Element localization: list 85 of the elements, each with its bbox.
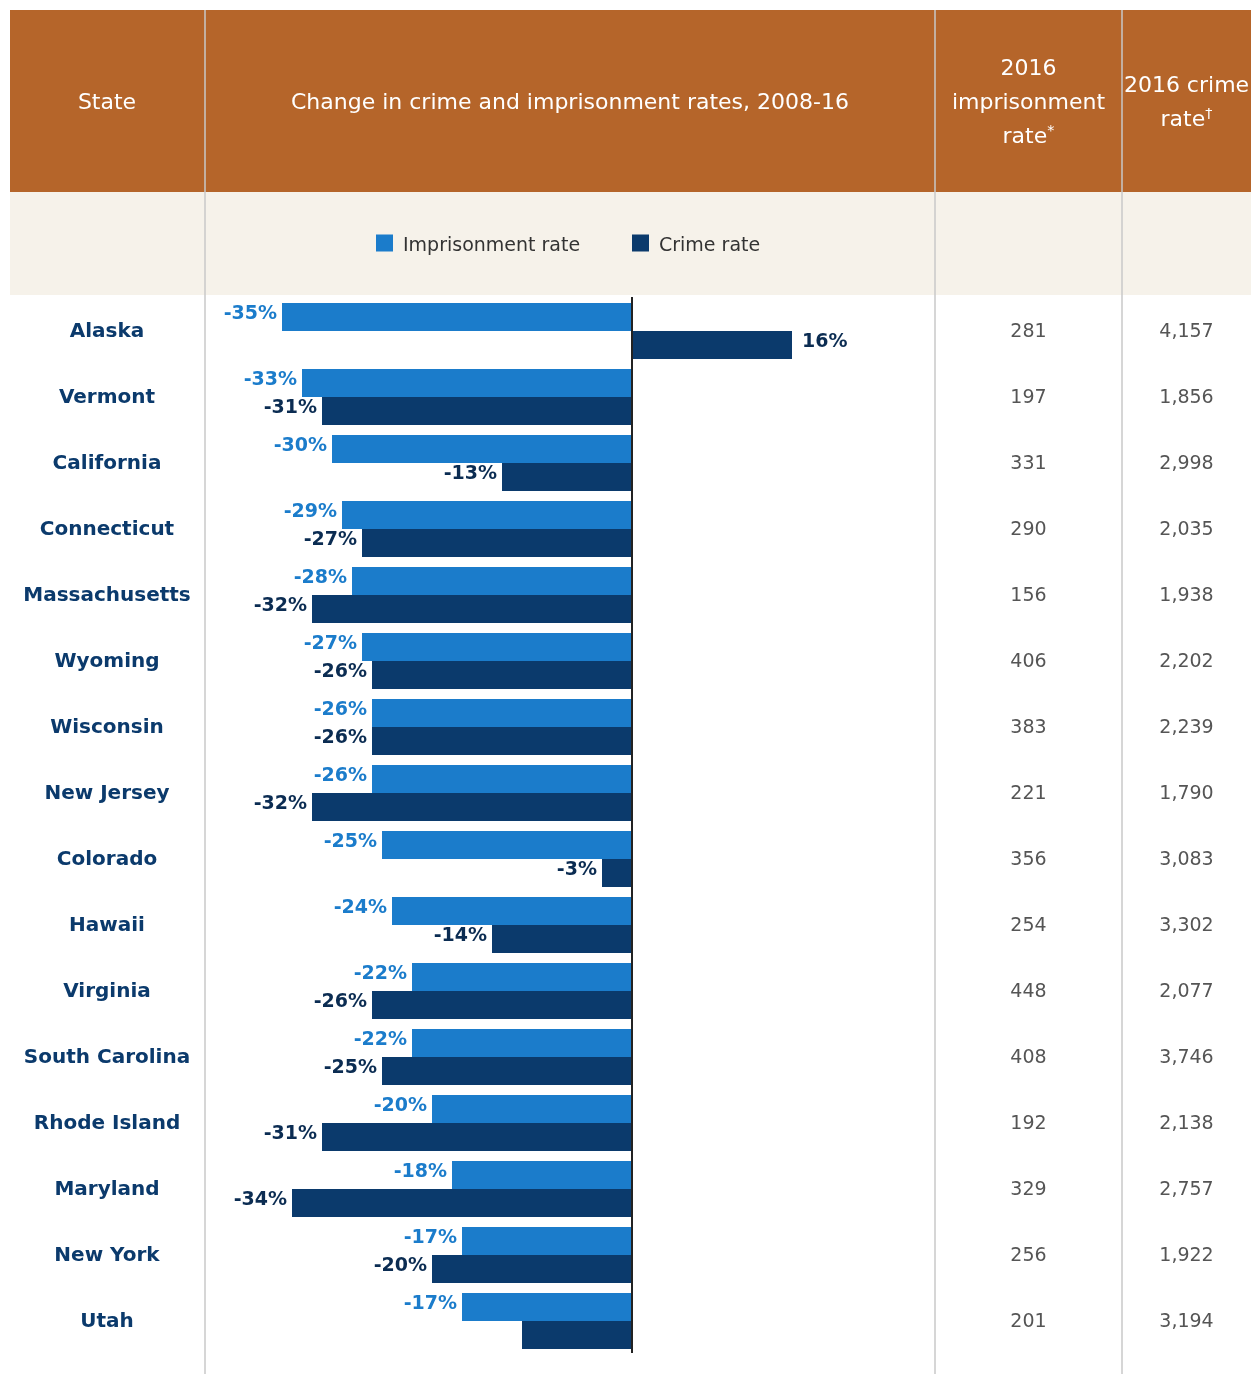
y-tick-label: Vermont: [58, 384, 156, 408]
y-axis-title: State: [77, 89, 137, 114]
data-label: -22%: [353, 961, 407, 983]
data-label: -35%: [223, 301, 277, 323]
data-label: -14%: [433, 923, 487, 945]
data-label: -3%: [556, 857, 597, 879]
data-label: -17%: [403, 1225, 457, 1247]
text: 406: [1010, 649, 1047, 671]
data-label: -27%: [303, 631, 357, 653]
text: 197: [1010, 385, 1047, 407]
y-tick-label: Wyoming: [54, 648, 160, 672]
legend-label: Crime rate: [659, 232, 761, 255]
y-tick-label: New Jersey: [44, 780, 170, 804]
text: 2,138: [1159, 1111, 1214, 1133]
text: 1,856: [1159, 385, 1214, 407]
y-tick-label: Maryland: [54, 1176, 160, 1200]
y-tick-label: Colorado: [56, 846, 158, 870]
text: 1,922: [1159, 1243, 1214, 1265]
text: 448: [1010, 979, 1047, 1001]
text: 2,757: [1159, 1177, 1214, 1199]
text: 201: [1010, 1309, 1047, 1331]
data-label: -26%: [313, 989, 367, 1011]
data-label: 16%: [802, 329, 848, 351]
y-tick-label: Virginia: [63, 978, 151, 1002]
data-label: -31%: [263, 1121, 317, 1143]
data-label: -32%: [253, 593, 307, 615]
text: 2,202: [1159, 649, 1214, 671]
y-tick-label: Connecticut: [39, 516, 175, 540]
text: 2,998: [1159, 451, 1214, 473]
y-tick-label: Massachusetts: [23, 582, 191, 606]
text: 2,035: [1159, 517, 1214, 539]
data-label: -17%: [403, 1291, 457, 1313]
text: 2016 crime rate$^{†}$: [1123, 72, 1250, 131]
text: 221: [1010, 781, 1047, 803]
data-label: -33%: [243, 367, 297, 389]
data-label: -24%: [333, 895, 387, 917]
data-label: -31%: [263, 395, 317, 417]
data-label: -20%: [373, 1093, 427, 1115]
text: 1,938: [1159, 583, 1214, 605]
data-label: -26%: [313, 697, 367, 719]
text: 192: [1010, 1111, 1047, 1133]
data-label: -22%: [353, 1027, 407, 1049]
y-tick-label: Rhode Island: [33, 1110, 181, 1134]
y-tick-label: South Carolina: [23, 1044, 191, 1068]
data-label: -20%: [373, 1253, 427, 1275]
text: 256: [1010, 1243, 1047, 1265]
text: 290: [1010, 517, 1047, 539]
text: 383: [1010, 715, 1047, 737]
legend-label: Imprisonment rate: [403, 232, 581, 255]
data-label: -28%: [293, 565, 347, 587]
text: 2,077: [1159, 979, 1214, 1001]
text: 329: [1010, 1177, 1047, 1199]
data-label: -25%: [323, 829, 377, 851]
text: 1,790: [1159, 781, 1214, 803]
text: 3,194: [1159, 1309, 1214, 1331]
y-tick-label: New York: [54, 1242, 161, 1266]
text: 281: [1010, 319, 1047, 341]
y-tick-label: Wisconsin: [50, 714, 164, 738]
text: 254: [1010, 913, 1047, 935]
data-label: -32%: [253, 791, 307, 813]
data-label: -18%: [393, 1159, 447, 1181]
data-label: -26%: [313, 763, 367, 785]
chart-title: Change in crime and imprisonment rates, 2008-16: [291, 89, 849, 114]
y-tick-label: Hawaii: [69, 912, 145, 936]
data-label: -26%: [313, 725, 367, 747]
y-tick-label: Utah: [80, 1308, 134, 1332]
data-label: -34%: [233, 1187, 287, 1209]
text: 156: [1010, 583, 1047, 605]
text: 4,157: [1159, 319, 1214, 341]
text: 3,746: [1159, 1045, 1214, 1067]
data-label: -29%: [283, 499, 337, 521]
text: 2,239: [1159, 715, 1214, 737]
text: 2016 imprisonment rate$^{*}$: [951, 55, 1106, 148]
text: 408: [1010, 1045, 1047, 1067]
text: 356: [1010, 847, 1047, 869]
data-label: -26%: [313, 659, 367, 681]
y-tick-label: Alaska: [69, 318, 145, 342]
text: 3,302: [1159, 913, 1214, 935]
data-label: -30%: [273, 433, 327, 455]
text: 331: [1010, 451, 1047, 473]
data-label: -25%: [323, 1055, 377, 1077]
y-tick-label: California: [52, 450, 162, 474]
data-label: -13%: [443, 461, 497, 483]
data-label: -27%: [303, 527, 357, 549]
text: 3,083: [1159, 847, 1214, 869]
